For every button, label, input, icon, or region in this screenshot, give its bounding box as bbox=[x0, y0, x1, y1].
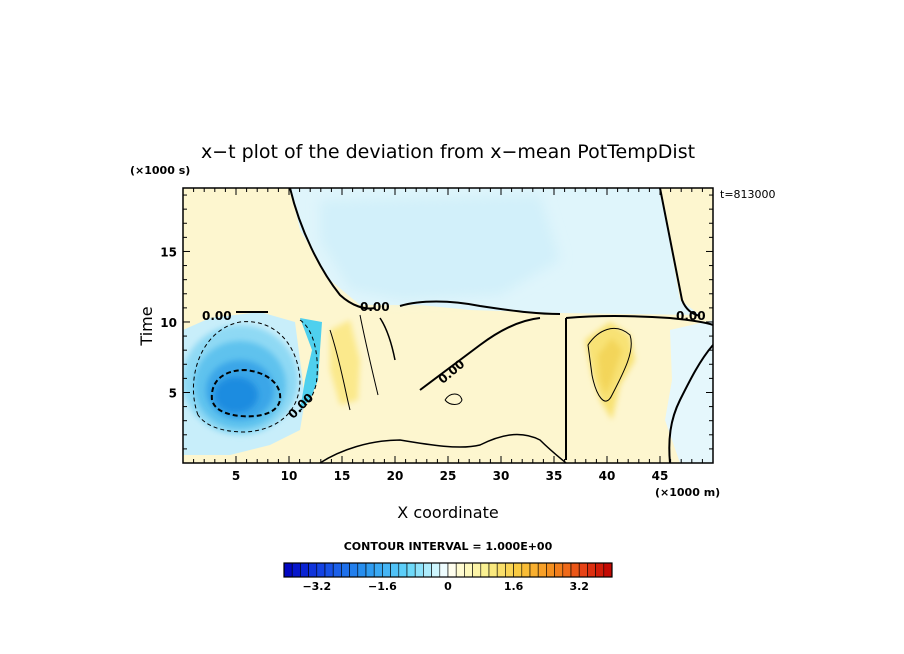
contour-label-1: 0.00 bbox=[202, 309, 232, 323]
contour-label-3: 0.00 bbox=[676, 309, 706, 323]
colorbar-ticks: −3.2 −1.6 0 1.6 3.2 bbox=[302, 580, 589, 593]
colorbar-tick-label: −1.6 bbox=[368, 580, 397, 593]
colorbar-cell bbox=[578, 562, 588, 578]
y-tick-label: 15 bbox=[160, 245, 177, 259]
y-axis-ticks: 5 10 15 bbox=[160, 194, 713, 450]
contour-zero-bottom bbox=[319, 433, 567, 463]
contour-zero-left-top bbox=[289, 188, 376, 310]
x-axis-label: X coordinate bbox=[397, 503, 498, 522]
colorbar-cell bbox=[570, 562, 580, 578]
colorbar-cell bbox=[365, 562, 375, 578]
contour-warm-patch-right bbox=[587, 327, 632, 402]
colorbar-cell bbox=[349, 562, 359, 578]
colorbar-cell bbox=[529, 562, 539, 578]
colorbar-cell bbox=[332, 562, 342, 578]
chart-title: x−t plot of the deviation from x−mean Po… bbox=[201, 141, 695, 163]
contour-label-2: 0.00 bbox=[360, 300, 390, 314]
warm-patch-right-core bbox=[598, 338, 622, 395]
x-tick-label: 45 bbox=[652, 469, 669, 483]
colorbar-cell bbox=[595, 562, 605, 578]
contour-mid-wiggle-1 bbox=[329, 329, 351, 411]
contour-mid-wiggle-2 bbox=[359, 314, 379, 396]
warm-patch-mid bbox=[330, 320, 360, 405]
contour-zero-right-top bbox=[659, 188, 701, 317]
colorbar-cell bbox=[546, 562, 555, 578]
y-unit-label: (×1000 s) bbox=[130, 164, 190, 177]
colorbar-cell bbox=[357, 562, 367, 578]
colorbar-cell bbox=[431, 562, 441, 578]
cool-patch-right-edge bbox=[665, 320, 713, 463]
contour-zero-diagonal bbox=[419, 317, 541, 391]
colorbar bbox=[283, 562, 613, 578]
contour-lines bbox=[192, 188, 713, 463]
colorbar-cell bbox=[554, 562, 564, 578]
colorbar-cell bbox=[291, 562, 301, 578]
contour-zero-right-lower bbox=[668, 344, 713, 463]
x-tick-label: 20 bbox=[387, 469, 404, 483]
colorbar-cell bbox=[423, 562, 432, 578]
colorbar-cell bbox=[382, 562, 391, 578]
colorbar-cell bbox=[455, 562, 465, 578]
x-axis-ticks: 5 10 15 20 25 30 35 40 45 bbox=[193, 188, 703, 483]
x-tick-label: 25 bbox=[440, 469, 457, 483]
colorbar-cell bbox=[406, 562, 416, 578]
colorbar-cell bbox=[373, 562, 383, 578]
colorbar-cell bbox=[513, 562, 523, 578]
colorbar-tick-label: 3.2 bbox=[569, 580, 589, 593]
colorbar-cell bbox=[537, 562, 547, 578]
colorbar-cell bbox=[447, 562, 457, 578]
colorbar-cell bbox=[341, 562, 350, 578]
colorbar-cell bbox=[603, 562, 613, 578]
colorbar-cell bbox=[562, 562, 572, 578]
colorbar-cell bbox=[300, 562, 309, 578]
contour-interval: CONTOUR INTERVAL = 1.000E+00 bbox=[344, 540, 553, 553]
colorbar-cell bbox=[414, 562, 424, 578]
colorbar-cell bbox=[398, 562, 408, 578]
cold-arc-band bbox=[300, 318, 322, 410]
colorbar-cell bbox=[464, 562, 473, 578]
colorbar-cell bbox=[439, 562, 449, 578]
contour-cold-arc bbox=[295, 319, 318, 413]
colorbar-cell bbox=[521, 562, 531, 578]
x-tick-label: 30 bbox=[493, 469, 510, 483]
colorbar-cell bbox=[488, 562, 498, 578]
colorbar-tick-label: 0 bbox=[444, 580, 452, 593]
colorbar-cell bbox=[316, 562, 326, 578]
cold-vortex-core bbox=[214, 377, 258, 413]
colorbar-cell bbox=[587, 562, 596, 578]
x-tick-label: 10 bbox=[281, 469, 298, 483]
colorbar-frame bbox=[283, 562, 613, 578]
y-tick-label: 10 bbox=[160, 316, 177, 330]
contour-small-loop bbox=[444, 393, 463, 405]
x-tick-label: 5 bbox=[232, 469, 240, 483]
colorbar-cell bbox=[390, 562, 400, 578]
heatmap-field bbox=[183, 188, 713, 463]
colorbar-cell bbox=[308, 562, 318, 578]
colorbar-cell bbox=[283, 562, 293, 578]
colorbar-cell bbox=[496, 562, 506, 578]
colorbar-cell bbox=[505, 562, 514, 578]
time-stamp: t=813000 bbox=[720, 188, 776, 201]
colorbar-cell bbox=[472, 562, 482, 578]
contour-zero-mid bbox=[399, 300, 561, 315]
x-tick-label: 15 bbox=[334, 469, 351, 483]
colorbar-tick-label: −3.2 bbox=[302, 580, 331, 593]
contour-cold-inner bbox=[210, 368, 282, 418]
contour-mid-wiggle-3 bbox=[379, 317, 396, 361]
x-unit-label: (×1000 m) bbox=[655, 486, 720, 499]
x-tick-label: 40 bbox=[599, 469, 616, 483]
contour-cold-outer bbox=[192, 321, 301, 433]
colorbar-tick-label: 1.6 bbox=[504, 580, 524, 593]
upper-cool-core bbox=[320, 195, 560, 300]
y-axis-label: Time bbox=[137, 306, 156, 346]
x-tick-label: 35 bbox=[546, 469, 563, 483]
colorbar-cell bbox=[480, 562, 490, 578]
y-tick-label: 5 bbox=[169, 386, 177, 400]
contour-zero-step bbox=[565, 315, 713, 460]
colorbar-cell bbox=[324, 562, 334, 578]
